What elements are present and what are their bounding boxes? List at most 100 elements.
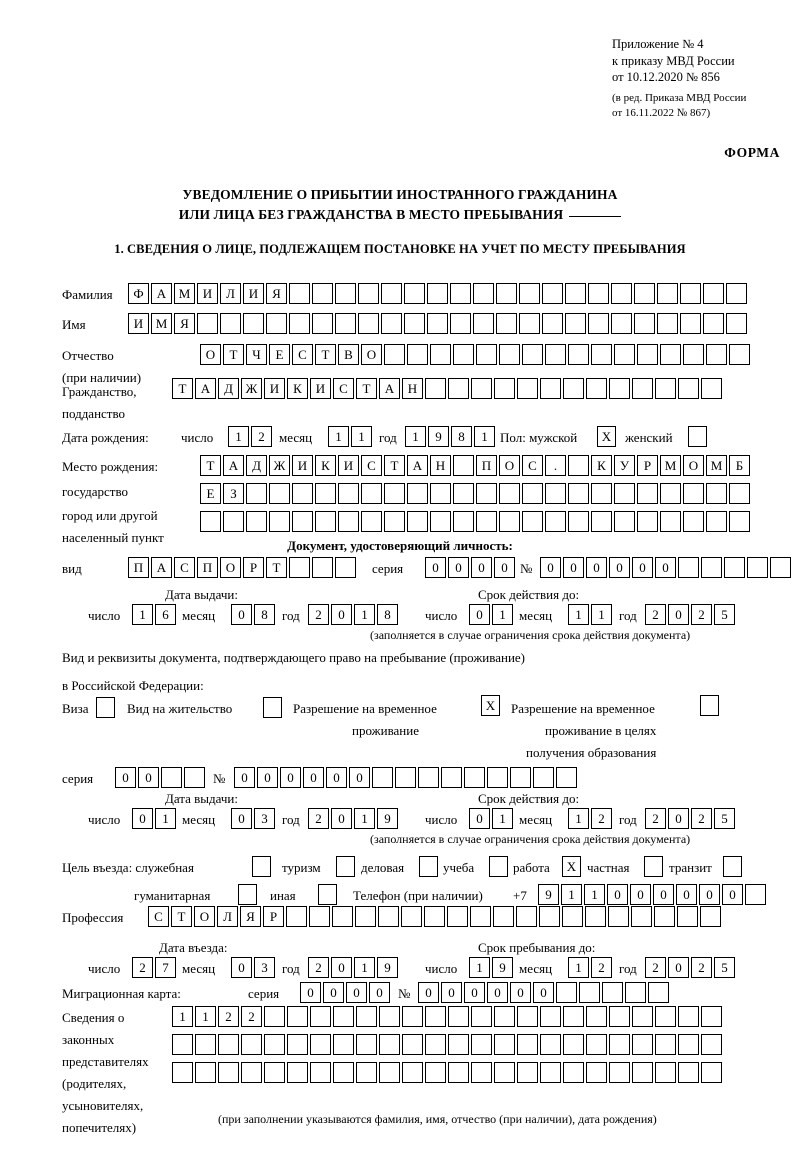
char-cell[interactable] [657, 283, 678, 304]
char-cell[interactable] [545, 511, 566, 532]
char-cell[interactable]: 9 [538, 884, 559, 905]
char-cell[interactable] [625, 982, 646, 1003]
char-cell[interactable] [724, 557, 745, 578]
char-cell[interactable] [609, 1006, 630, 1027]
char-cell[interactable] [493, 906, 514, 927]
char-cell[interactable] [657, 313, 678, 334]
char-cell[interactable]: 2 [132, 957, 153, 978]
char-cell[interactable] [218, 1062, 239, 1083]
char-cell[interactable]: О [194, 906, 215, 927]
char-cell[interactable] [611, 313, 632, 334]
char-cell[interactable] [310, 1062, 331, 1083]
char-cell[interactable]: 2 [308, 808, 329, 829]
char-cell[interactable] [632, 1034, 653, 1055]
char-cell[interactable]: 1 [469, 957, 490, 978]
char-cell[interactable]: И [128, 313, 149, 334]
char-cell[interactable]: 0 [510, 982, 531, 1003]
char-cell[interactable] [372, 767, 393, 788]
char-cell[interactable] [425, 1006, 446, 1027]
char-cell[interactable] [747, 557, 768, 578]
char-cell[interactable] [540, 1034, 561, 1055]
char-cell[interactable] [448, 1006, 469, 1027]
char-cell[interactable]: 0 [469, 604, 490, 625]
char-cell[interactable] [585, 906, 606, 927]
char-cell[interactable] [197, 313, 218, 334]
char-cell[interactable] [487, 767, 508, 788]
char-cell[interactable]: Т [315, 344, 336, 365]
char-cell[interactable]: 2 [691, 604, 712, 625]
char-cell[interactable] [476, 483, 497, 504]
char-cell[interactable]: 5 [714, 604, 735, 625]
char-cell[interactable]: 1 [172, 1006, 193, 1027]
char-cell[interactable]: 3 [254, 957, 275, 978]
char-cell[interactable] [655, 378, 676, 399]
char-cell[interactable] [602, 982, 623, 1003]
char-cell[interactable] [243, 313, 264, 334]
char-cell[interactable]: Т [356, 378, 377, 399]
char-cell[interactable] [562, 906, 583, 927]
char-cell[interactable] [450, 283, 471, 304]
char-cell[interactable]: Т [200, 455, 221, 476]
char-cell[interactable]: 9 [377, 808, 398, 829]
char-cell[interactable] [499, 511, 520, 532]
char-cell[interactable] [517, 1034, 538, 1055]
char-cell[interactable] [241, 1062, 262, 1083]
char-cell[interactable] [706, 483, 727, 504]
char-cell[interactable]: Б [729, 455, 750, 476]
char-cell[interactable]: А [151, 283, 172, 304]
char-cell[interactable] [680, 283, 701, 304]
char-cell[interactable]: 8 [451, 426, 472, 447]
char-cell[interactable] [379, 1006, 400, 1027]
char-cell[interactable] [611, 283, 632, 304]
char-cell[interactable] [418, 767, 439, 788]
char-cell[interactable]: М [660, 455, 681, 476]
char-cell[interactable]: Е [200, 483, 221, 504]
char-cell[interactable] [680, 313, 701, 334]
char-cell[interactable] [395, 767, 416, 788]
char-cell[interactable]: 2 [308, 957, 329, 978]
char-cell[interactable] [312, 557, 333, 578]
char-cell[interactable] [470, 906, 491, 927]
char-cell[interactable]: 0 [586, 557, 607, 578]
char-cell[interactable]: 1 [228, 426, 249, 447]
char-cell[interactable] [356, 1062, 377, 1083]
char-cell[interactable] [542, 313, 563, 334]
char-cell[interactable] [588, 283, 609, 304]
char-cell[interactable]: Т [384, 455, 405, 476]
char-cell[interactable]: 1 [474, 426, 495, 447]
char-cell[interactable]: 1 [328, 426, 349, 447]
char-cell[interactable] [745, 884, 766, 905]
char-cell[interactable] [172, 1034, 193, 1055]
temp-education-checkbox[interactable] [700, 695, 719, 716]
char-cell[interactable] [292, 483, 313, 504]
char-cell[interactable] [161, 767, 182, 788]
char-cell[interactable] [632, 378, 653, 399]
char-cell[interactable]: О [220, 557, 241, 578]
char-cell[interactable] [729, 483, 750, 504]
char-cell[interactable]: 0 [346, 982, 367, 1003]
char-cell[interactable] [637, 344, 658, 365]
char-cell[interactable]: Р [263, 906, 284, 927]
char-cell[interactable]: 0 [115, 767, 136, 788]
char-cell[interactable]: 0 [540, 557, 561, 578]
char-cell[interactable] [660, 483, 681, 504]
char-cell[interactable]: 0 [469, 808, 490, 829]
char-cell[interactable] [726, 313, 747, 334]
char-cell[interactable] [496, 313, 517, 334]
char-cell[interactable] [654, 906, 675, 927]
char-cell[interactable] [407, 511, 428, 532]
purpose-work-checkbox[interactable]: X [562, 856, 581, 877]
char-cell[interactable] [453, 483, 474, 504]
char-cell[interactable]: 0 [234, 767, 255, 788]
char-cell[interactable]: 0 [257, 767, 278, 788]
